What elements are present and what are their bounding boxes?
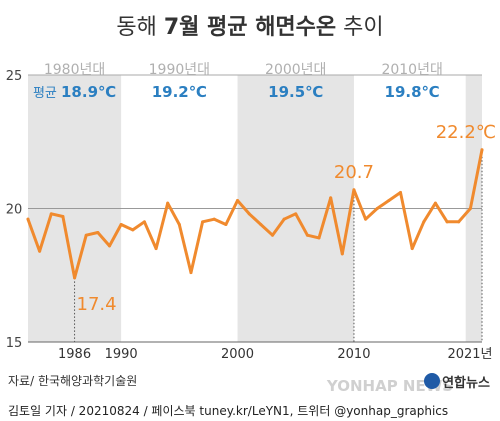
data-point-2017 [433, 201, 437, 205]
chart-title-bold: 7월 평균 해면수온 [164, 15, 336, 40]
data-point-1998 [212, 217, 216, 221]
data-point-2008 [329, 196, 333, 200]
data-point-2013 [387, 198, 391, 202]
data-point-2011 [364, 217, 368, 221]
data-point-1982 [26, 217, 30, 221]
x-tick-label-2021: 2021년 [447, 347, 492, 362]
data-point-2014 [399, 190, 403, 194]
chart-title-lead: 동해 [116, 15, 163, 40]
x-tick-label-2010: 2010 [337, 347, 370, 362]
data-point-1997 [201, 220, 205, 224]
data-point-2021 [480, 148, 484, 152]
data-point-1984 [49, 212, 53, 216]
decade-label-2: 2000년대 [265, 62, 326, 78]
decade-average-0: 평균 18.9℃ [33, 83, 116, 101]
chart-title: 동해 7월 평균 해면수온 추이 [116, 15, 383, 40]
annotation-label-1: 20.7 [334, 162, 374, 183]
data-point-1992 [142, 220, 146, 224]
y-tick-label-20: 20 [6, 203, 23, 218]
credit-line: 김토일 기자 / 20210824 / 페이스북 tuney.kr/LeYN1,… [8, 404, 448, 418]
annotation-label-2: 22.2℃ [436, 122, 496, 143]
data-point-1989 [107, 244, 111, 248]
data-point-1986 [73, 276, 77, 280]
y-tick-label-25: 25 [6, 69, 23, 84]
data-point-1988 [96, 231, 100, 235]
decade-average-2: 19.5℃ [268, 83, 323, 101]
decade-average-value: 19.8℃ [385, 83, 440, 101]
decade-average-value: 18.9℃ [61, 83, 116, 101]
data-point-2019 [457, 220, 461, 224]
data-point-2004 [282, 217, 286, 221]
data-point-2000 [236, 198, 240, 202]
series-line [26, 148, 484, 280]
data-point-2002 [259, 223, 263, 227]
data-point-1987 [84, 233, 88, 237]
data-point-2012 [375, 207, 379, 210]
decade-average-value: 19.2℃ [152, 83, 207, 101]
data-point-2003 [270, 233, 274, 237]
y-tick-label-15: 15 [6, 336, 23, 351]
decade-label-1: 1990년대 [149, 62, 210, 78]
decade-average-3: 19.8℃ [385, 83, 440, 101]
data-point-2018 [445, 220, 449, 224]
data-point-1985 [61, 215, 65, 219]
data-point-1990 [119, 223, 123, 227]
data-point-2005 [294, 212, 298, 216]
data-point-2015 [410, 247, 414, 251]
decade-average-value: 19.5℃ [268, 83, 323, 101]
data-point-2007 [317, 236, 321, 240]
data-point-1995 [177, 223, 181, 227]
data-point-1983 [38, 249, 42, 253]
data-point-1991 [131, 228, 135, 232]
x-tick-label-1990: 1990 [105, 347, 138, 362]
data-point-2010 [352, 188, 356, 192]
x-tick-label-2000: 2000 [221, 347, 254, 362]
source-note: 자료/ 한국해양과학기술원 [8, 374, 137, 388]
data-point-2016 [422, 220, 426, 224]
logo-icon [424, 373, 440, 389]
data-point-1993 [154, 247, 158, 251]
data-point-2009 [340, 252, 344, 256]
data-point-1996 [189, 271, 193, 275]
decade-label-3: 2010년대 [381, 62, 442, 78]
data-point-2020 [468, 207, 472, 210]
logo-text: 연합뉴스 [442, 375, 490, 391]
data-point-2006 [305, 233, 309, 237]
x-tick-label-1986: 1986 [58, 347, 91, 362]
chart-title-tail: 추이 [336, 15, 383, 40]
data-point-2001 [247, 212, 251, 216]
data-point-1999 [224, 223, 228, 227]
data-point-1994 [166, 201, 170, 205]
decade-average-prefix: 평균 [33, 86, 61, 101]
annotation-label-0: 17.4 [77, 294, 117, 315]
decade-label-0: 1980년대 [44, 62, 105, 78]
logo-watermark: YONHAP NEWS [326, 377, 453, 395]
decade-average-1: 19.2℃ [152, 83, 207, 101]
